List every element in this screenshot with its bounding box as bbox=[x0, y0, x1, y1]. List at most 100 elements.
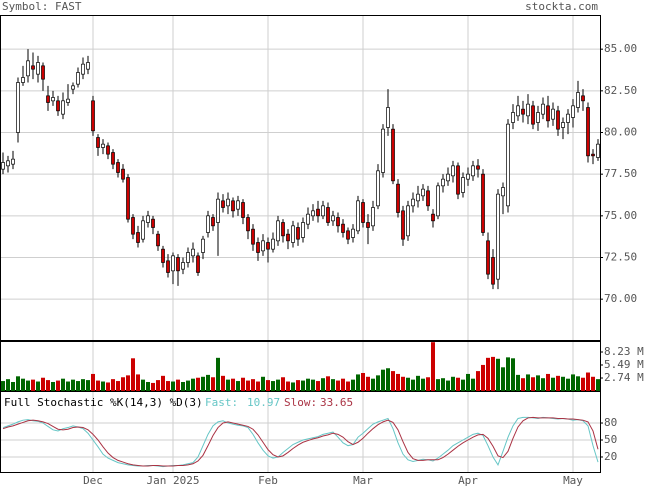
candle-body bbox=[81, 63, 85, 75]
stochastic-line bbox=[2, 416, 599, 468]
volume-bar bbox=[596, 379, 600, 391]
volume-bar bbox=[311, 379, 315, 391]
volume-bar bbox=[86, 380, 90, 391]
candle-body bbox=[236, 200, 240, 210]
candle-body bbox=[281, 222, 285, 237]
candle-body bbox=[161, 248, 165, 263]
y-tick-label: 50 bbox=[604, 433, 617, 446]
candle-body bbox=[391, 128, 395, 182]
y-tick-label: 80.00 bbox=[604, 126, 637, 139]
volume-bar bbox=[201, 376, 205, 391]
volume-bar bbox=[241, 377, 245, 391]
candle-body bbox=[496, 193, 500, 280]
volume-bar bbox=[296, 380, 300, 391]
volume-bar bbox=[591, 376, 595, 391]
candle-body bbox=[256, 242, 260, 253]
y-tick-label: 82.50 bbox=[604, 84, 637, 97]
candle-body bbox=[16, 82, 20, 133]
candle-body bbox=[56, 100, 60, 112]
volume-bar bbox=[586, 372, 590, 391]
candle-body bbox=[401, 210, 405, 240]
volume-bar bbox=[441, 378, 445, 391]
stochastic-title: Full Stochastic %K(14,3) %D(3) bbox=[4, 396, 203, 409]
y-tick-label: 2.74 M bbox=[604, 371, 644, 384]
volume-bar bbox=[571, 374, 575, 391]
volume-bar bbox=[361, 372, 365, 391]
candle-body bbox=[566, 113, 570, 123]
candle-body bbox=[311, 210, 315, 217]
candle-body bbox=[341, 223, 345, 233]
volume-bar bbox=[216, 357, 220, 391]
candle-body bbox=[561, 122, 565, 128]
volume-bar bbox=[26, 380, 30, 391]
y-tick-label: 8.23 M bbox=[604, 345, 644, 358]
candle-body bbox=[506, 123, 510, 207]
candle-body bbox=[66, 98, 70, 103]
volume-bar bbox=[376, 375, 380, 391]
volume-bar bbox=[196, 377, 200, 391]
candle-body bbox=[116, 162, 120, 173]
volume-bar bbox=[446, 380, 450, 391]
volume-bar bbox=[486, 357, 490, 391]
candle-body bbox=[196, 255, 200, 273]
candle-body bbox=[346, 230, 350, 240]
volume-bar bbox=[226, 379, 230, 391]
candle-body bbox=[31, 65, 35, 70]
volume-bar bbox=[336, 380, 340, 391]
candle-body bbox=[251, 228, 255, 245]
y-tick-label: 80 bbox=[604, 416, 617, 429]
candle-body bbox=[531, 105, 535, 125]
x-tick-label: Dec bbox=[83, 474, 103, 486]
candle-body bbox=[121, 168, 125, 180]
candle-body bbox=[356, 200, 360, 232]
candle-body bbox=[461, 177, 465, 193]
volume-bar bbox=[56, 380, 60, 391]
volume-frame bbox=[0, 341, 601, 391]
volume-bar bbox=[41, 377, 45, 391]
candle-body bbox=[436, 185, 440, 217]
candle-body bbox=[316, 208, 320, 217]
candle-body bbox=[1, 162, 5, 170]
candle-body bbox=[501, 187, 505, 197]
candle-body bbox=[371, 207, 375, 227]
volume-bar bbox=[301, 380, 305, 391]
volume-bar bbox=[81, 379, 85, 391]
slow-value: 33.65 bbox=[320, 396, 353, 409]
candle-body bbox=[246, 217, 250, 232]
y-tick-label: 20 bbox=[604, 450, 617, 463]
volume-bar bbox=[276, 379, 280, 391]
volume-bar bbox=[351, 379, 355, 391]
candle-body bbox=[301, 222, 305, 238]
stochastic-frame bbox=[0, 391, 601, 473]
volume-bar bbox=[206, 374, 210, 391]
candle-body bbox=[266, 242, 270, 250]
volume-bar bbox=[266, 380, 270, 391]
candle-body bbox=[136, 232, 140, 243]
volume-bar bbox=[426, 377, 430, 391]
volume-bar bbox=[316, 381, 320, 391]
volume-bar bbox=[396, 373, 400, 391]
candle-body bbox=[406, 205, 410, 237]
candle-body bbox=[351, 228, 355, 238]
candle-body bbox=[431, 213, 435, 222]
volume-bar bbox=[221, 375, 225, 391]
stochastic-line bbox=[2, 416, 599, 467]
y-tick-label: 70.00 bbox=[604, 292, 637, 305]
volume-bar bbox=[436, 379, 440, 391]
volume-bar bbox=[271, 381, 275, 391]
candle-body bbox=[536, 112, 540, 123]
symbol-title: Symbol: FAST bbox=[2, 0, 82, 13]
candle-body bbox=[156, 233, 160, 247]
volume-bar bbox=[366, 376, 370, 391]
volume-bar bbox=[136, 374, 140, 391]
volume-bar bbox=[161, 375, 165, 391]
volume-bar bbox=[386, 368, 390, 391]
candle-body bbox=[446, 173, 450, 182]
candle-body bbox=[276, 220, 280, 242]
volume-bar bbox=[551, 377, 555, 391]
candle-body bbox=[206, 215, 210, 233]
candle-body bbox=[41, 65, 45, 80]
candle-body bbox=[361, 202, 365, 223]
volume-bar bbox=[116, 381, 120, 391]
